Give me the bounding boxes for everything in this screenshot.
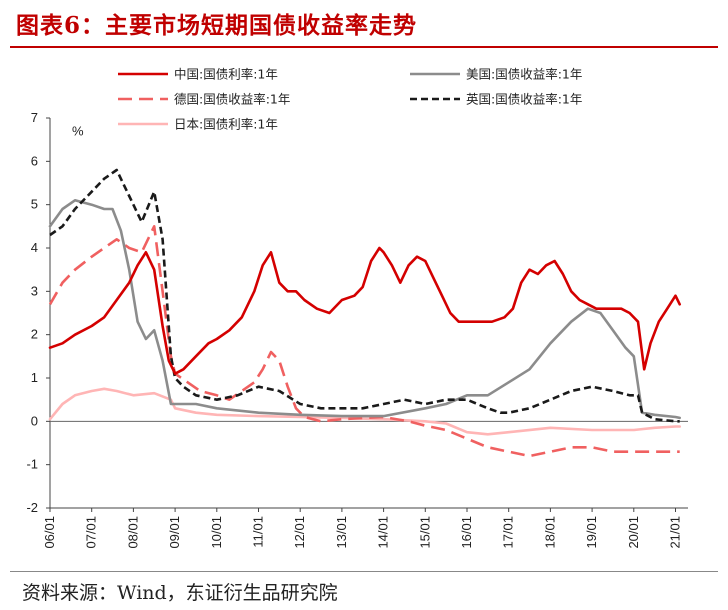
x-tick-label: 19/01 [584, 516, 599, 549]
legend-label-3: 英国:国债收益率:1年 [466, 92, 582, 107]
y-tick-label: 7 [31, 110, 38, 125]
chart-title: 图表6：主要市场短期国债收益率走势 [16, 12, 418, 39]
x-tick-label: 16/01 [459, 516, 474, 549]
x-tick-label: 12/01 [292, 516, 307, 549]
legend-label-4: 日本:国债利率:1年 [174, 117, 278, 132]
y-axis-unit: % [72, 123, 84, 138]
y-tick-label: 5 [31, 197, 38, 212]
x-tick-label: 11/01 [250, 516, 265, 548]
x-tick-label: 21/01 [667, 516, 682, 549]
x-tick-label: 15/01 [417, 516, 432, 549]
y-tick-label: 1 [31, 370, 38, 385]
x-tick-label: 17/01 [501, 516, 516, 549]
series-line-4 [48, 387, 682, 436]
x-tick-label: 10/01 [209, 516, 224, 549]
series-line-0 [48, 246, 682, 376]
x-tick-label: 06/01 [42, 516, 57, 549]
y-tick-label: -1 [26, 457, 38, 472]
series-line-1 [48, 199, 682, 420]
x-tick-label: 07/01 [84, 516, 99, 549]
y-tick-label: 2 [31, 327, 38, 342]
y-tick-label: 6 [31, 153, 38, 168]
series-line-3 [49, 168, 680, 423]
x-tick-label: 18/01 [542, 516, 557, 549]
source-note: 资料来源：Wind，东证衍生品研究院 [22, 582, 338, 604]
yield-line-chart: -2 -1 0 1 2 3 4 5 6 7% 06/01 07/01 08/01 09/01 10/01 11… [26, 67, 688, 549]
x-tick-label: 09/01 [167, 516, 182, 549]
x-tick-label: 14/01 [376, 516, 391, 549]
legend-label-0: 中国:国债利率:1年 [174, 67, 278, 82]
series-lines [48, 168, 682, 458]
title-underline [10, 46, 718, 48]
y-tick-label: -2 [26, 500, 38, 515]
y-tick-label: 4 [31, 240, 38, 255]
legend-label-1: 美国:国债收益率:1年 [466, 67, 582, 82]
series-line-2 [48, 225, 680, 458]
y-tick-label: 0 [31, 413, 38, 428]
legend-label-2: 德国:国债收益率:1年 [174, 92, 290, 107]
y-tick-label: 3 [31, 283, 38, 298]
x-tick-label: 20/01 [626, 516, 641, 549]
source-divider [10, 571, 718, 572]
x-tick-label: 08/01 [125, 516, 140, 549]
x-tick-label: 13/01 [334, 516, 349, 549]
axes: -2 -1 0 1 2 3 4 5 6 7% 06/01 07/01 08/01 09/01 10/01 11… [26, 110, 688, 549]
